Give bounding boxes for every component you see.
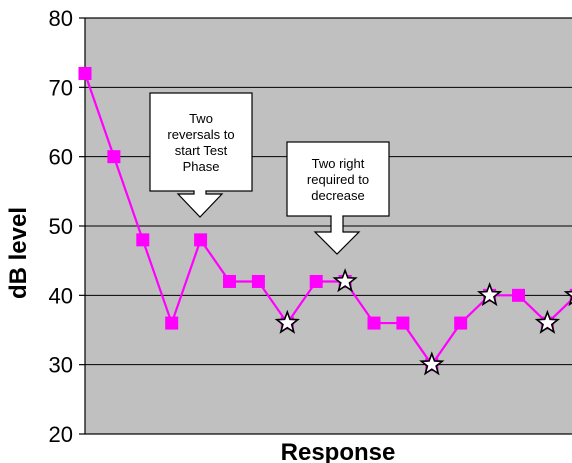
- y-tick-label: 50: [49, 214, 73, 239]
- star-marker: [332, 268, 358, 293]
- square-marker: [78, 66, 92, 80]
- y-axis-ticks: 20 30 40 50 60 70 80: [49, 6, 85, 447]
- callout-text-line: decrease: [311, 188, 364, 203]
- square-marker: [396, 316, 410, 330]
- data-point: [274, 309, 300, 334]
- square-marker: [512, 288, 525, 302]
- y-tick-label: 80: [49, 6, 73, 31]
- data-point: [107, 150, 121, 164]
- star-marker: [274, 309, 300, 334]
- series-layer: [78, 66, 572, 376]
- callout-join: [331, 215, 343, 218]
- callout-join: [194, 190, 206, 193]
- square-marker: [367, 316, 381, 330]
- square-marker: [165, 316, 179, 330]
- callout-text-line: Two: [189, 111, 213, 126]
- star-marker: [419, 351, 445, 376]
- data-point: [332, 268, 358, 293]
- data-point: [223, 274, 236, 288]
- square-marker: [136, 233, 150, 247]
- y-tick-label: 40: [49, 283, 73, 308]
- data-point: [454, 316, 468, 330]
- data-point: [194, 233, 208, 247]
- data-point: [512, 288, 525, 302]
- star-marker: [534, 309, 561, 334]
- square-marker: [454, 316, 468, 330]
- y-tick-label: 70: [49, 75, 73, 100]
- square-marker: [251, 274, 265, 288]
- data-point: [534, 309, 561, 334]
- square-marker: [223, 274, 236, 288]
- data-point: [78, 66, 92, 80]
- callout-text-line: required to: [307, 172, 369, 187]
- y-axis-title: dB level: [5, 207, 32, 299]
- y-tick-label: 60: [49, 145, 73, 170]
- data-point: [136, 233, 150, 247]
- callout-text-line: reversals to: [167, 127, 234, 142]
- data-point: [419, 351, 445, 376]
- data-point: [476, 282, 503, 307]
- data-point: [165, 316, 179, 330]
- data-point: [309, 274, 323, 288]
- callout-text-line: start Test: [175, 143, 228, 158]
- callout-text-line: Two right: [312, 156, 365, 171]
- callout-text-line: Phase: [183, 159, 220, 174]
- square-marker: [194, 233, 208, 247]
- star-marker: [563, 290, 572, 307]
- square-marker: [309, 274, 323, 288]
- x-axis-title: Response: [281, 439, 396, 463]
- star-marker: [476, 282, 503, 307]
- callout-arrow: [313, 215, 361, 255]
- data-point: [396, 316, 410, 330]
- data-point: [251, 274, 265, 288]
- data-point: [367, 316, 381, 330]
- callout-box: [149, 92, 253, 192]
- callout-box: [286, 141, 390, 217]
- y-tick-label: 30: [49, 353, 73, 378]
- square-marker: [107, 150, 121, 164]
- data-point: [563, 288, 572, 307]
- y-tick-label: 20: [49, 422, 73, 447]
